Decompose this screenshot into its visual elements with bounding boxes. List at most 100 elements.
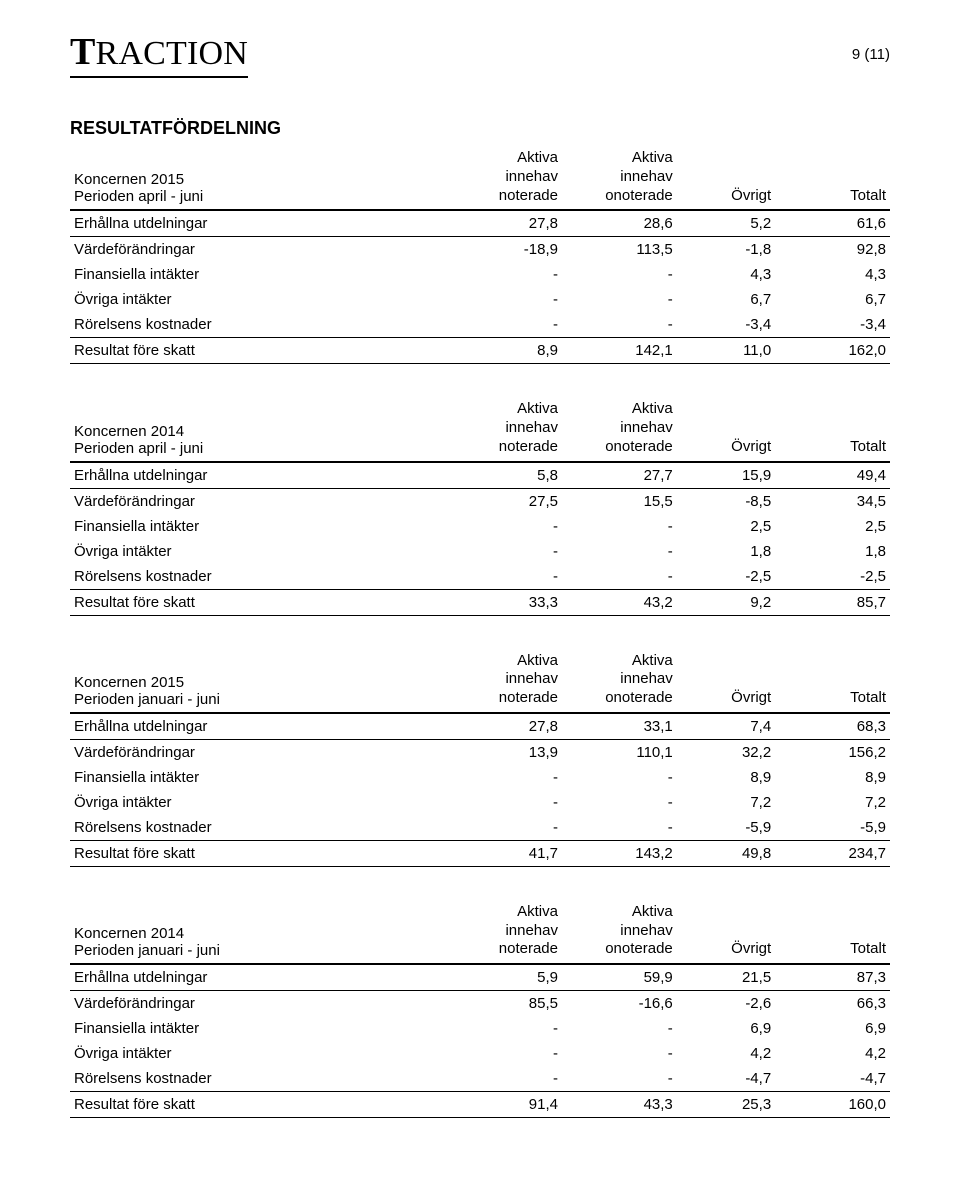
cell-value: -3,4: [677, 312, 775, 338]
column-header: Totalt: [775, 396, 890, 461]
row-label: Övriga intäkter: [70, 539, 447, 564]
table-title-cell: Koncernen 2015Perioden januari - juni: [70, 648, 447, 713]
financial-table: Koncernen 2015Perioden januari - juniAkt…: [70, 648, 890, 867]
column-header-line: Aktiva: [566, 149, 673, 168]
table-row: Övriga intäkter--4,24,2: [70, 1041, 890, 1066]
cell-value: 1,8: [775, 539, 890, 564]
cell-value: 68,3: [775, 713, 890, 740]
cell-value: -: [562, 514, 677, 539]
cell-value: 162,0: [775, 338, 890, 364]
cell-value: -: [562, 312, 677, 338]
table-title: Koncernen 2014: [74, 423, 443, 440]
cell-value: 11,0: [677, 338, 775, 364]
cell-value: -: [447, 1016, 562, 1041]
cell-value: 4,3: [775, 262, 890, 287]
column-header: Aktivainnehavnoterade: [447, 899, 562, 964]
cell-value: -: [447, 1066, 562, 1092]
column-header-line: innehav: [566, 168, 673, 187]
cell-value: -4,7: [775, 1066, 890, 1092]
column-header-line: innehav: [451, 922, 558, 941]
cell-value: -1,8: [677, 237, 775, 263]
column-header: Aktivainnehavonoterade: [562, 396, 677, 461]
row-label: Rörelsens kostnader: [70, 815, 447, 841]
row-label: Värdeförändringar: [70, 739, 447, 765]
row-label: Finansiella intäkter: [70, 262, 447, 287]
cell-value: 9,2: [677, 589, 775, 615]
table-subtitle: Perioden april - juni: [74, 440, 443, 457]
table-row: Finansiella intäkter--8,98,9: [70, 765, 890, 790]
column-header-line: Totalt: [779, 438, 886, 457]
table-header-row: Koncernen 2015Perioden april - juniAktiv…: [70, 145, 890, 210]
table-title-cell: Koncernen 2014Perioden april - juni: [70, 396, 447, 461]
table-header-row: Koncernen 2015Perioden januari - juniAkt…: [70, 648, 890, 713]
column-header-line: innehav: [451, 168, 558, 187]
financial-table: Koncernen 2014Perioden januari - juniAkt…: [70, 899, 890, 1118]
cell-value: 113,5: [562, 237, 677, 263]
cell-value: 27,8: [447, 713, 562, 740]
table-header-row: Koncernen 2014Perioden april - juniAktiv…: [70, 396, 890, 461]
column-header: Aktivainnehavonoterade: [562, 145, 677, 210]
table-title: Koncernen 2014: [74, 925, 443, 942]
column-header-line: Totalt: [779, 187, 886, 206]
cell-value: 5,8: [447, 462, 562, 489]
cell-value: -5,9: [775, 815, 890, 841]
cell-value: -: [447, 262, 562, 287]
cell-value: 27,7: [562, 462, 677, 489]
column-header-line: innehav: [451, 670, 558, 689]
row-label: Värdeförändringar: [70, 237, 447, 263]
column-header: Övrigt: [677, 145, 775, 210]
column-header-line: Övrigt: [681, 438, 771, 457]
table-subtitle: Perioden april - juni: [74, 188, 443, 205]
cell-value: -: [562, 539, 677, 564]
cell-value: -2,5: [677, 564, 775, 590]
cell-value: 7,2: [775, 790, 890, 815]
column-header-line: noterade: [451, 187, 558, 206]
column-header-line: Aktiva: [451, 400, 558, 419]
cell-value: 66,3: [775, 991, 890, 1017]
column-header-line: Aktiva: [566, 652, 673, 671]
row-label: Erhållna utdelningar: [70, 462, 447, 489]
cell-value: 6,7: [677, 287, 775, 312]
cell-value: 21,5: [677, 964, 775, 991]
column-header: Totalt: [775, 145, 890, 210]
table-title: Koncernen 2015: [74, 674, 443, 691]
cell-value: 7,4: [677, 713, 775, 740]
financial-table: Koncernen 2015Perioden april - juniAktiv…: [70, 145, 890, 364]
column-header-line: noterade: [451, 689, 558, 708]
tables-container: Koncernen 2015 Perioden april - juni Aktiv…: [70, 145, 890, 1118]
row-label: Erhållna utdelningar: [70, 964, 447, 991]
cell-value: 27,5: [447, 488, 562, 514]
cell-value: -3,4: [775, 312, 890, 338]
cell-value: 43,3: [562, 1092, 677, 1118]
table-row: Värdeförändringar13,9110,132,2156,2: [70, 739, 890, 765]
table-subtitle: Perioden januari - juni: [74, 691, 443, 708]
cell-value: -: [562, 815, 677, 841]
cell-value: 8,9: [447, 338, 562, 364]
cell-value: 156,2: [775, 739, 890, 765]
row-label: Rörelsens kostnader: [70, 312, 447, 338]
table-row: Resultat före skatt33,343,29,285,7: [70, 589, 890, 615]
cell-value: 6,9: [677, 1016, 775, 1041]
column-header-line: noterade: [451, 940, 558, 959]
cell-value: -: [562, 1066, 677, 1092]
column-header-line: innehav: [566, 922, 673, 941]
section-title: RESULTATFÖRDELNING: [70, 118, 890, 139]
cell-value: 4,2: [677, 1041, 775, 1066]
cell-value: -18,9: [447, 237, 562, 263]
column-header: Aktivainnehavnoterade: [447, 648, 562, 713]
table-row: Rörelsens kostnader---5,9-5,9: [70, 815, 890, 841]
cell-value: 160,0: [775, 1092, 890, 1118]
cell-value: 92,8: [775, 237, 890, 263]
row-label: Erhållna utdelningar: [70, 713, 447, 740]
column-header-line: Övrigt: [681, 187, 771, 206]
table-row: Värdeförändringar-18,9113,5-1,892,8: [70, 237, 890, 263]
cell-value: -2,6: [677, 991, 775, 1017]
row-label: Finansiella intäkter: [70, 1016, 447, 1041]
cell-value: 43,2: [562, 589, 677, 615]
cell-value: -: [447, 1041, 562, 1066]
cell-value: 4,2: [775, 1041, 890, 1066]
cell-value: 13,9: [447, 739, 562, 765]
table-row: Erhållna utdelningar5,959,921,587,3: [70, 964, 890, 991]
table-subtitle: Perioden januari - juni: [74, 942, 443, 959]
table-row: Finansiella intäkter--6,96,9: [70, 1016, 890, 1041]
